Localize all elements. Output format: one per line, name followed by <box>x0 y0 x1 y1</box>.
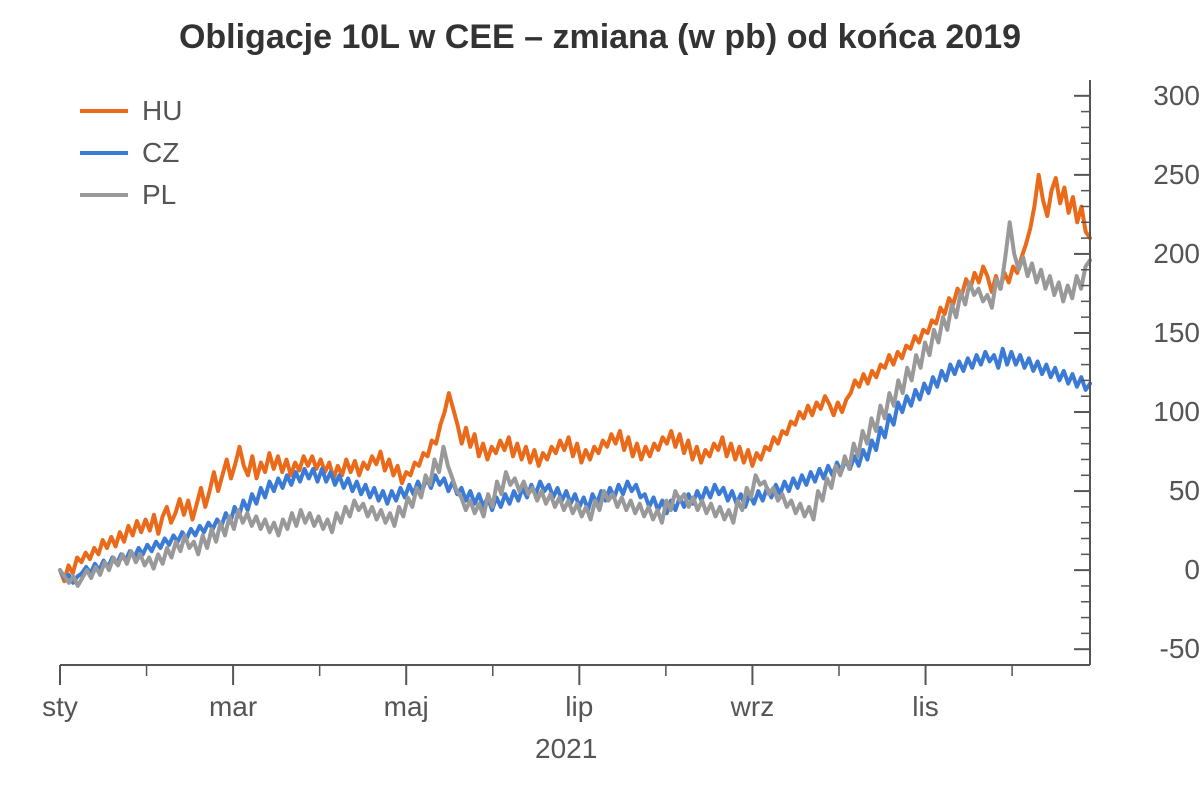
series-PL <box>60 222 1090 586</box>
y-axis-label: 150 <box>1110 317 1200 349</box>
y-axis-label: 100 <box>1110 396 1200 428</box>
plot-svg <box>60 80 1090 689</box>
series-CZ <box>60 349 1090 583</box>
y-axis-label: 250 <box>1110 159 1200 191</box>
series-HU <box>60 175 1090 581</box>
chart-container: Obligacje 10L w CEE – zmiana (w pb) od k… <box>0 0 1200 797</box>
x-axis-label: wrz <box>731 691 775 797</box>
x-axis-label: sty <box>42 691 78 797</box>
y-axis-label: 300 <box>1110 80 1200 112</box>
plot-area <box>60 80 1090 665</box>
x-axis-label: lis <box>912 691 938 797</box>
x-axis-label: mar <box>209 691 257 797</box>
x-axis-year: 2021 <box>535 733 597 765</box>
x-axis-label: maj <box>384 691 429 797</box>
y-axis-label: -50 <box>1110 633 1200 665</box>
y-axis-label: 200 <box>1110 238 1200 270</box>
y-axis-label: 50 <box>1110 475 1200 507</box>
chart-title: Obligacje 10L w CEE – zmiana (w pb) od k… <box>0 18 1200 57</box>
y-axis-label: 0 <box>1110 554 1200 586</box>
